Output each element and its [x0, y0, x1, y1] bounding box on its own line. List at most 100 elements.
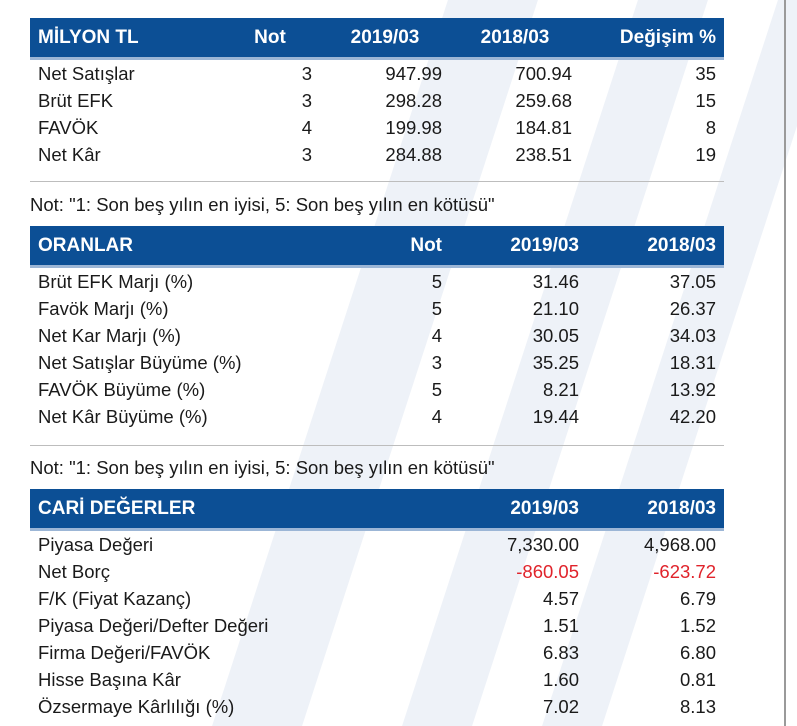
row-label: Brüt EFK Marjı (%) — [38, 270, 194, 292]
cell-value: 700.94 — [515, 62, 572, 84]
row-label: Net Kâr Büyüme (%) — [38, 405, 208, 427]
cell-value-negative: -623.72 — [653, 560, 716, 582]
cell-value: 4 — [431, 324, 442, 346]
column-header: 2019/03 — [320, 18, 450, 60]
cell-value: 31.46 — [532, 270, 579, 292]
cell-value: 1.52 — [679, 614, 716, 636]
column-header: CARİ DEĞERLER — [30, 489, 450, 531]
row-label: FAVÖK Büyüme (%) — [38, 378, 206, 400]
financials-table: MİLYON TL Not 2019/03 2018/03 Değişim % … — [30, 18, 724, 168]
cell-value: 34.03 — [669, 324, 716, 346]
cell-value: 3 — [301, 89, 312, 111]
cell-value: 3 — [301, 143, 312, 165]
column-header: 2018/03 — [587, 489, 724, 531]
section-divider — [30, 445, 724, 446]
cell-value: 1.51 — [542, 614, 579, 636]
page-edge-divider — [784, 0, 786, 726]
column-header: Not — [320, 226, 450, 268]
table-row: Net Satışlar 3 947.99 700.94 35 — [30, 59, 724, 88]
cell-value: 947.99 — [385, 62, 442, 84]
cell-value: 35.25 — [532, 351, 579, 373]
row-label: Net Kar Marjı (%) — [38, 324, 181, 346]
row-label: Net Satışlar Büyüme (%) — [38, 351, 242, 373]
table-row: Net Kar Marjı (%) 4 30.05 34.03 — [30, 322, 724, 349]
cell-value: 37.05 — [669, 270, 716, 292]
table-row: Favök Marjı (%) 5 21.10 26.37 — [30, 295, 724, 322]
table-header-row: CARİ DEĞERLER 2019/03 2018/03 — [30, 489, 724, 531]
cell-value: 6.83 — [542, 641, 579, 663]
table-row: Piyasa Değeri 7,330.00 4,968.00 — [30, 530, 724, 559]
cell-value: 5 — [431, 378, 442, 400]
cell-value: 4,968.00 — [643, 533, 716, 555]
table-row: FAVÖK Büyüme (%) 5 8.21 13.92 — [30, 376, 724, 403]
row-label: Net Kâr — [38, 143, 101, 165]
table-row: Piyasa Değeri/Defter Değeri 1.51 1.52 — [30, 612, 724, 639]
row-label: Firma Değeri/FAVÖK — [38, 641, 211, 663]
cell-value: 8 — [705, 116, 716, 138]
cell-value: 8.21 — [542, 378, 579, 400]
row-label: Favök Marjı (%) — [38, 297, 169, 319]
table-row: FAVÖK 4 199.98 184.81 8 — [30, 114, 724, 141]
cell-value: 1.60 — [542, 668, 579, 690]
table-row: Net Borç -860.05 -623.72 — [30, 558, 724, 585]
cell-value: 4 — [431, 405, 442, 427]
row-label: F/K (Fiyat Kazanç) — [38, 587, 192, 609]
table-row: Firma Değeri/FAVÖK 6.83 6.80 — [30, 639, 724, 666]
cell-value: 4 — [301, 116, 312, 138]
cell-value: 13.92 — [669, 378, 716, 400]
row-label: Piyasa Değeri — [38, 533, 154, 555]
column-header: 2018/03 — [450, 18, 580, 60]
cell-value: 238.51 — [515, 143, 572, 165]
cell-value: 259.68 — [515, 89, 572, 111]
cell-value: 3 — [301, 62, 312, 84]
column-header: ORANLAR — [30, 226, 320, 268]
current-values-table: CARİ DEĞERLER 2019/03 2018/03 Piyasa Değ… — [30, 489, 724, 720]
rating-note: Not: "1: Son beş yılın en iyisi, 5: Son … — [30, 457, 495, 478]
cell-value: 6.79 — [679, 587, 716, 609]
column-header: 2018/03 — [587, 226, 724, 268]
cell-value: 42.20 — [669, 405, 716, 427]
column-header: Not — [220, 18, 320, 60]
table-row: Özsermaye Kârlılığı (%) 7.02 8.13 — [30, 693, 724, 720]
cell-value: 199.98 — [385, 116, 442, 138]
cell-value-negative: -860.05 — [516, 560, 579, 582]
row-label: Özsermaye Kârlılığı (%) — [38, 695, 235, 717]
cell-value: 4.57 — [542, 587, 579, 609]
table-row: Brüt EFK 3 298.28 259.68 15 — [30, 87, 724, 114]
table-row: Net Satışlar Büyüme (%) 3 35.25 18.31 — [30, 349, 724, 376]
table-header-row: ORANLAR Not 2019/03 2018/03 — [30, 226, 724, 268]
table-header-row: MİLYON TL Not 2019/03 2018/03 Değişim % — [30, 18, 724, 60]
cell-value: 26.37 — [669, 297, 716, 319]
cell-value: 184.81 — [515, 116, 572, 138]
row-label: Brüt EFK — [38, 89, 114, 111]
table-row: Hisse Başına Kâr 1.60 0.81 — [30, 666, 724, 693]
cell-value: 5 — [431, 297, 442, 319]
cell-value: 21.10 — [532, 297, 579, 319]
column-header: Değişim % — [580, 18, 724, 60]
cell-value: 298.28 — [385, 89, 442, 111]
cell-value: 19 — [695, 143, 716, 165]
cell-value: 7.02 — [542, 695, 579, 717]
cell-value: 0.81 — [679, 668, 716, 690]
cell-value: 15 — [695, 89, 716, 111]
column-header: MİLYON TL — [30, 18, 220, 60]
cell-value: 8.13 — [679, 695, 716, 717]
rating-note: Not: "1: Son beş yılın en iyisi, 5: Son … — [30, 194, 495, 215]
cell-value: 18.31 — [669, 351, 716, 373]
column-header: 2019/03 — [450, 226, 587, 268]
cell-value: 35 — [695, 62, 716, 84]
table-row: Net Kâr Büyüme (%) 4 19.44 42.20 — [30, 403, 724, 430]
cell-value: 284.88 — [385, 143, 442, 165]
cell-value: 3 — [431, 351, 442, 373]
cell-value: 19.44 — [532, 405, 579, 427]
row-label: FAVÖK — [38, 116, 99, 138]
cell-value: 6.80 — [679, 641, 716, 663]
table-row: F/K (Fiyat Kazanç) 4.57 6.79 — [30, 585, 724, 612]
section-divider — [30, 181, 724, 182]
ratios-table: ORANLAR Not 2019/03 2018/03 Brüt EFK Mar… — [30, 226, 724, 430]
table-row: Brüt EFK Marjı (%) 5 31.46 37.05 — [30, 267, 724, 296]
table-row: Net Kâr 3 284.88 238.51 19 — [30, 141, 724, 168]
column-header: 2019/03 — [450, 489, 587, 531]
row-label: Net Satışlar — [38, 62, 135, 84]
row-label: Net Borç — [38, 560, 110, 582]
